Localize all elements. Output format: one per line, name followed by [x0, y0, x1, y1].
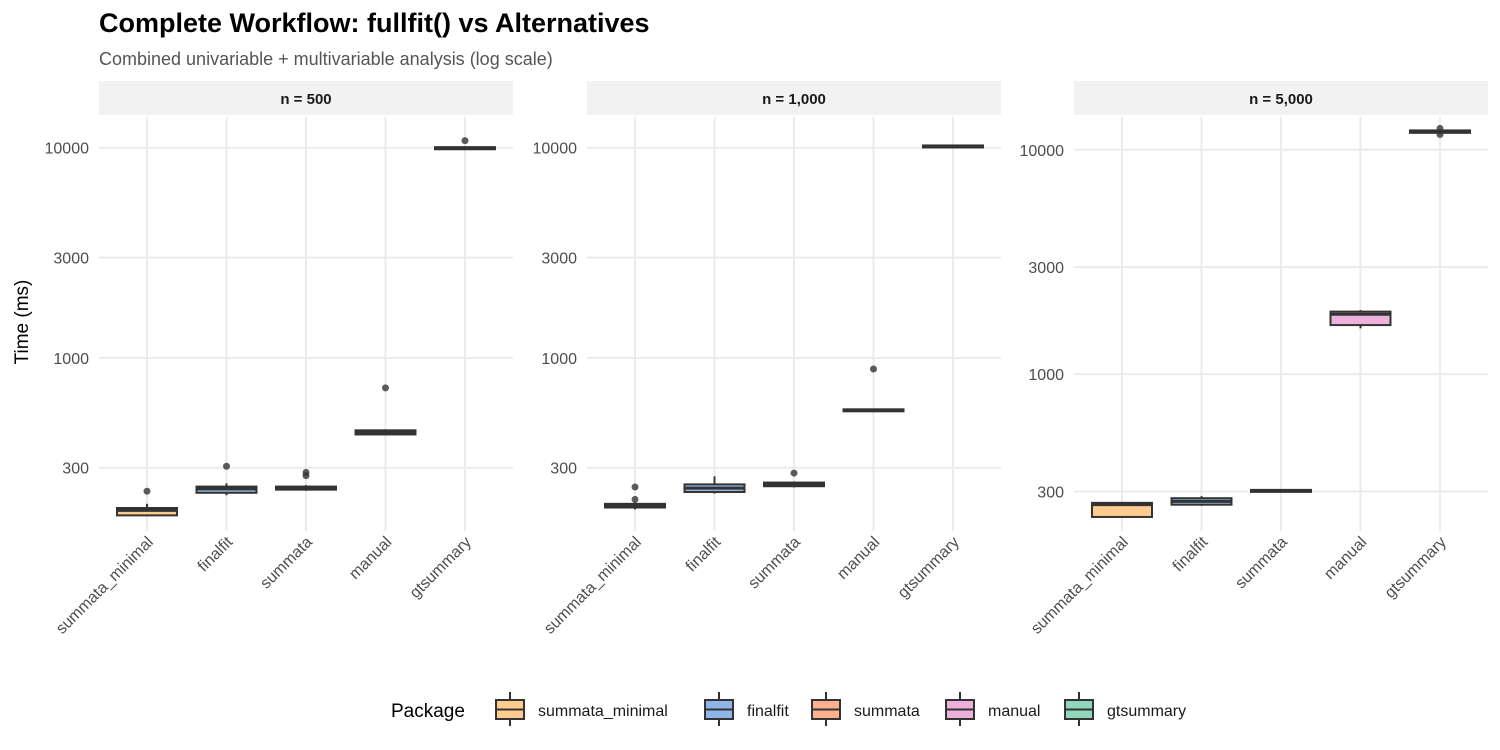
x-tick-label: manual: [834, 534, 883, 583]
box-summata_minimal: [1091, 501, 1153, 518]
legend-label: summata_minimal: [538, 703, 668, 720]
x-tick-label: finalfit: [1170, 533, 1212, 575]
y-tick-label: 3000: [53, 251, 89, 268]
facet-panel: n = 5,000 300 1000 3000 10000 summata_minimal…: [1020, 81, 1488, 638]
y-tick-label: 300: [1037, 484, 1064, 501]
outlier-point: [1436, 130, 1444, 138]
facet-panel: n = 500 300 1000 3000 10000 summata_minimal fi…: [45, 81, 513, 638]
box-summata: [275, 468, 337, 491]
x-tick-label: summata_minimal: [53, 534, 157, 638]
outlier-point: [790, 469, 798, 477]
facet-strip-label: n = 5,000: [1249, 91, 1313, 108]
legend: Package summata_minimal finalfit summata ma…: [391, 692, 1186, 726]
y-tick-label: 10000: [1020, 143, 1065, 160]
facet-strip-label: n = 1,000: [762, 91, 826, 108]
outlier-point: [223, 462, 230, 470]
x-tick-label: manual: [346, 534, 395, 583]
facet-strip: [587, 81, 1001, 115]
legend-item-gtsummary: gtsummary: [1064, 692, 1186, 726]
x-tick-label: summata_minimal: [541, 534, 645, 638]
y-axis-title: Time (ms): [12, 280, 33, 365]
chart-title: Complete Workflow: fullfit() vs Alternat…: [99, 8, 650, 38]
box-gtsummary: [434, 137, 496, 151]
box-summata: [1250, 488, 1312, 493]
y-tick-label: 300: [550, 461, 577, 478]
x-tick-label: gtsummary: [1382, 534, 1450, 602]
box-summata_minimal: [604, 483, 666, 510]
outlier-point: [631, 495, 639, 503]
legend-items: summata_minimal finalfit summata manual gtsu…: [495, 692, 1186, 726]
chart-subtitle: Combined univariable + multivariable ana…: [99, 49, 553, 69]
y-tick-label: 1000: [541, 351, 577, 368]
outlier-point: [143, 487, 151, 495]
outlier-point: [631, 483, 639, 491]
x-tick-label: summata_minimal: [1028, 534, 1132, 638]
legend-item-summata_minimal: summata_minimal: [495, 692, 668, 726]
x-tick-label: gtsummary: [895, 534, 963, 602]
legend-label: finalfit: [747, 703, 789, 720]
x-tick-label: manual: [1321, 534, 1370, 583]
outlier-point: [870, 365, 877, 373]
y-tick-label: 10000: [45, 141, 90, 158]
box-manual: [354, 384, 417, 436]
legend-title: Package: [391, 701, 465, 722]
box-finalfit: [1170, 496, 1233, 506]
box-finalfit: [195, 462, 258, 496]
box-finalfit: [683, 476, 746, 494]
x-tick-label: summata: [1232, 534, 1291, 593]
x-tick-label: summata: [745, 534, 804, 593]
legend-item-summata: summata: [811, 692, 920, 726]
outlier-point: [1436, 124, 1444, 132]
legend-label: manual: [988, 703, 1040, 720]
outlier-point: [461, 137, 469, 145]
box-summata_minimal: [116, 487, 178, 517]
box-body: [1091, 501, 1153, 518]
box-gtsummary: [922, 144, 984, 149]
y-tick-label: 10000: [533, 141, 578, 158]
legend-item-manual: manual: [945, 692, 1040, 726]
legend-label: gtsummary: [1107, 703, 1186, 720]
box-gtsummary: [1409, 124, 1471, 138]
outlier-point: [302, 468, 310, 476]
x-tick-label: finalfit: [683, 533, 725, 575]
box-summata: [763, 469, 825, 488]
y-tick-label: 3000: [541, 251, 577, 268]
legend-label: summata: [854, 703, 920, 720]
x-tick-label: finalfit: [195, 533, 237, 575]
facet-strip: [99, 81, 513, 115]
box-manual: [1329, 310, 1392, 329]
x-tick-label: summata: [257, 534, 316, 593]
facet-panel: n = 1,000 300 1000 3000 10000 summata_minimal…: [533, 81, 1001, 638]
facet-strip: [1074, 81, 1488, 115]
y-tick-label: 1000: [1028, 367, 1064, 384]
facet-panels: n = 500 300 1000 3000 10000 summata_minimal fi…: [45, 81, 1488, 638]
facet-strip-label: n = 500: [280, 91, 331, 108]
y-tick-label: 300: [62, 461, 89, 478]
legend-item-finalfit: finalfit: [704, 692, 789, 726]
box-manual: [842, 365, 905, 413]
outlier-point: [382, 384, 389, 392]
y-tick-label: 1000: [53, 351, 89, 368]
x-tick-label: gtsummary: [407, 534, 475, 602]
y-tick-label: 3000: [1028, 260, 1064, 277]
